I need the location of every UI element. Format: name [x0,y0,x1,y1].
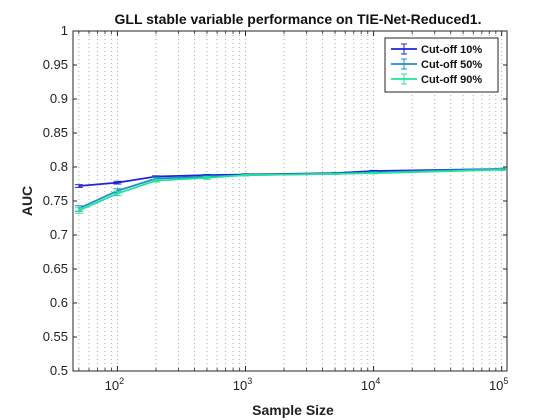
x-tick-label: 102 [105,376,124,393]
x-tick-label: 103 [233,376,252,393]
y-tick-label: 0.65 [43,261,68,276]
y-tick-label: 0.5 [50,363,68,378]
y-tick-label: 0.85 [43,125,68,140]
y-tick-label: 0.55 [43,329,68,344]
chart-title: GLL stable variable performance on TIE-N… [115,11,482,27]
y-tick-label: 0.6 [50,295,68,310]
y-tick-label: 0.7 [50,227,68,242]
x-tick-label: 104 [361,376,380,393]
series-line-1 [78,168,502,187]
series-line-3 [78,168,502,212]
legend-label: Cut-off 90% [421,74,482,86]
y-tick-label: 0.8 [50,159,68,174]
y-tick-label: 1 [61,23,68,38]
x-tick-label: 105 [489,376,508,393]
plot-area: 0.5 0.55 0.6 0.65 0.7 0.75 0.8 0.85 0.9 0.95 1 102 1… [43,23,509,393]
y-tick-label: 0.9 [50,91,68,106]
y-tick-label: 0.75 [43,193,68,208]
y-tick-label: 0.95 [43,57,68,72]
x-axis-label: Sample Size [252,402,334,418]
legend-label: Cut-off 10% [421,44,482,56]
legend-label: Cut-off 50% [421,59,482,71]
y-axis-label: AUC [19,186,35,216]
